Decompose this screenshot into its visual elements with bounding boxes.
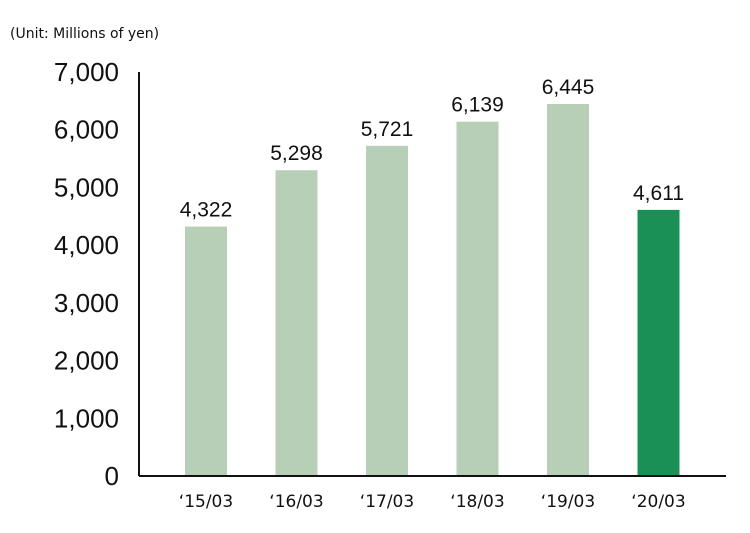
bar-0: [185, 226, 227, 476]
data-label-1: 5,298: [270, 142, 323, 165]
data-label-5: 4,611: [633, 182, 684, 205]
y-tick-label: 5,000: [54, 172, 119, 202]
y-tick-label: 6,000: [54, 115, 119, 145]
y-tick-label: 1,000: [54, 403, 119, 433]
x-tick-label-0: ‘15/03: [179, 492, 233, 512]
x-tick-label-3: ‘18/03: [450, 492, 504, 512]
bar-2: [366, 145, 408, 476]
bar-4: [547, 104, 589, 476]
x-tick-label-5: ‘20/03: [631, 492, 685, 512]
bar-3: [456, 121, 499, 476]
data-label-3: 6,139: [451, 94, 504, 117]
x-axis-ticks: ‘15/03 ‘16/03 ‘17/03 ‘18/03 ‘19/03 ‘20/03: [179, 492, 686, 512]
unit-label: (Unit: Millions of yen): [10, 26, 159, 42]
bar-1: [275, 170, 318, 476]
data-label-4: 6,445: [542, 76, 595, 99]
x-tick-label-1: ‘16/03: [269, 492, 323, 512]
y-tick-label: 2,000: [54, 346, 119, 376]
bar-5: [637, 209, 680, 476]
y-tick-label: 7,000: [54, 57, 119, 87]
y-tick-label: 4,000: [54, 230, 119, 260]
data-label-2: 5,721: [361, 118, 414, 141]
bars: [185, 104, 680, 476]
y-tick-label: 3,000: [54, 288, 119, 318]
data-label-0: 4,322: [180, 199, 233, 222]
data-labels: 4,322 5,298 5,721 6,139 6,445 4,611: [180, 76, 684, 222]
x-tick-label-4: ‘19/03: [541, 492, 595, 512]
y-tick-label: 0: [105, 461, 119, 491]
x-tick-label-2: ‘17/03: [360, 492, 414, 512]
y-axis-ticks: 0 1,000 2,000 3,000 4,000 5,000 6,000 7,000: [54, 57, 119, 491]
